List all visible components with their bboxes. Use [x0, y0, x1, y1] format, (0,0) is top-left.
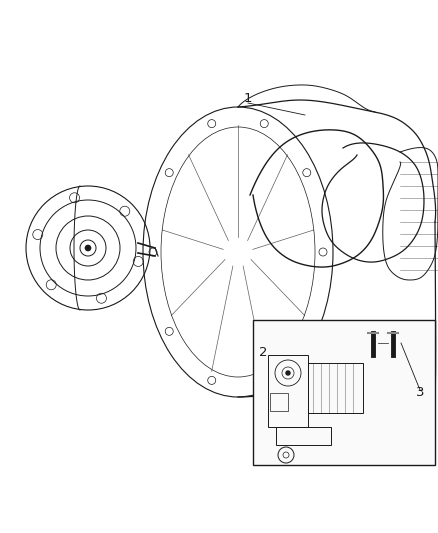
Bar — [270, 393, 288, 411]
Bar — [268, 355, 308, 427]
Circle shape — [85, 245, 91, 251]
Bar — [253, 320, 435, 465]
Bar — [276, 427, 331, 445]
Bar — [345, 365, 370, 400]
Bar — [340, 360, 400, 405]
Bar — [308, 363, 363, 413]
Text: 3: 3 — [416, 386, 424, 400]
Text: 1: 1 — [244, 92, 252, 104]
Circle shape — [286, 371, 290, 375]
Text: 2: 2 — [259, 345, 267, 359]
